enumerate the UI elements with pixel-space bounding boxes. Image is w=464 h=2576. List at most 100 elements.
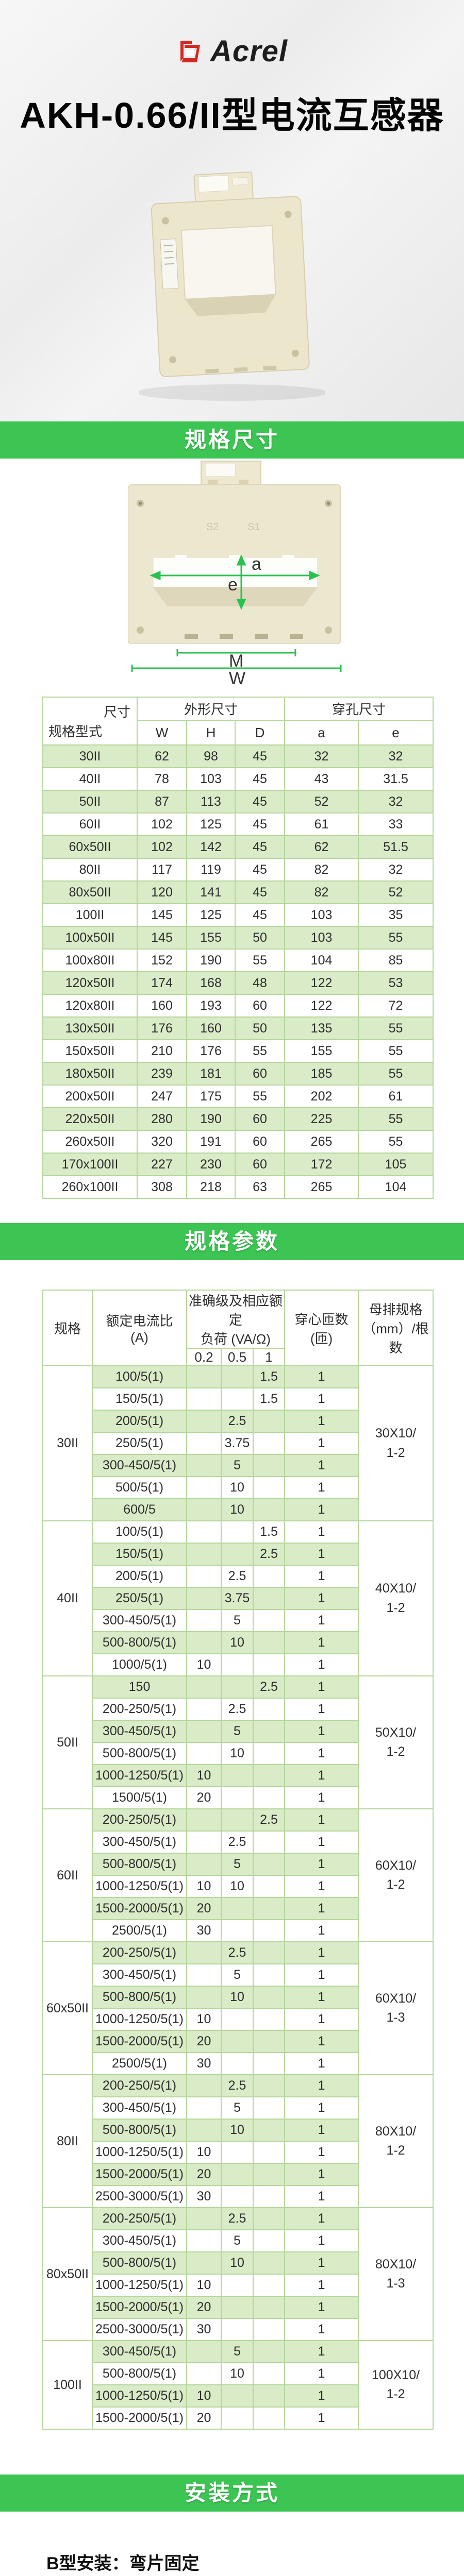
param-acc-02	[186, 2207, 222, 2230]
param-acc-02	[186, 1720, 222, 1743]
table-row: 250/5(1) 3.75 1	[43, 1587, 433, 1610]
param-acc-1: 2.5	[252, 1543, 286, 1566]
param-group-busbar: 40X10/1-2	[358, 1520, 434, 1676]
size-cell: 55	[234, 948, 286, 972]
param-group-busbar: 100X10/1-2	[358, 2340, 434, 2430]
param-ratio: 1000-1250/5(1)	[92, 2384, 187, 2408]
table-row: 50II 150 2.5 1 50X10/1-2	[42, 1675, 434, 1809]
param-turns: 1	[284, 2296, 359, 2319]
size-cell: 60	[234, 1107, 286, 1131]
table-row: 500-800/5(1) 10 1	[43, 2251, 433, 2275]
size-table: 尺寸 规格型式 外形尺寸 穿孔尺寸 W H D a e 30II 62 98 45 32…	[42, 697, 434, 1199]
size-row-model: 150x50II	[42, 1039, 138, 1063]
param-turns: 1	[284, 1454, 359, 1477]
table-row: 260x100II 308 218 63 265 104	[42, 1175, 434, 1199]
size-cell: 45	[234, 744, 286, 768]
param-acc-05: 10	[221, 1498, 254, 1521]
size-table-body: 30II 62 98 45 32 32 40II 78 103 45 43 31.5 50II 87 113…	[42, 744, 434, 1199]
param-acc-02	[186, 1941, 222, 1964]
param-acc-1	[252, 2229, 286, 2252]
param-turns: 1	[284, 1720, 359, 1743]
size-cell: 125	[186, 903, 236, 927]
param-turns: 1	[284, 1919, 359, 1942]
table-row: 60x50II 200-250/5(1) 2.5 1 60X10/1-3	[42, 1941, 434, 2075]
param-ratio: 500-800/5(1)	[92, 2251, 187, 2275]
size-cell: 82	[284, 880, 359, 904]
param-turns: 1	[284, 2384, 359, 2408]
param-acc-1	[252, 2008, 286, 2031]
table-row: 30II 62 98 45 32 32	[42, 744, 434, 768]
param-acc-1	[252, 2096, 286, 2120]
param-acc-02	[186, 1565, 222, 1588]
param-acc-05	[221, 1520, 254, 1544]
param-table: 规格 额定电流比 (A) 准确级及相应额定 负荷 (VA/Ω) 穿心匝数 (匝)	[42, 1290, 434, 2430]
param-turns: 1	[284, 2274, 359, 2297]
param-acc-05	[221, 2008, 254, 2031]
param-turns: 1	[284, 1808, 359, 1832]
param-acc-02: 10	[186, 2384, 222, 2408]
table-row: 60x50II 102 142 45 62 51.5	[42, 835, 434, 859]
size-row-model: 80x50II	[42, 880, 138, 904]
header-ratio: 额定电流比 (A)	[92, 1290, 187, 1366]
param-acc-1	[252, 2119, 286, 2142]
param-ratio: 500-800/5(1)	[92, 2119, 187, 2142]
param-acc-05	[221, 1543, 254, 1566]
size-cell: 174	[137, 971, 187, 995]
param-acc-02	[186, 1675, 222, 1699]
size-cell: 82	[284, 858, 359, 882]
size-cell: 320	[137, 1130, 187, 1154]
table-row: 500/5(1) 10 1	[43, 1476, 433, 1499]
param-acc-02	[186, 1631, 222, 1654]
table-row: 40II 78 103 45 43 31.5	[42, 767, 434, 791]
param-acc-05: 10	[221, 1631, 254, 1654]
col-e: e	[358, 720, 434, 745]
param-acc-02	[186, 2229, 222, 2252]
header-turns: 穿心匝数 (匝)	[284, 1290, 359, 1366]
param-ratio: 300-450/5(1)	[92, 2340, 187, 2363]
param-acc-02	[186, 1986, 222, 2009]
param-turns: 1	[284, 2052, 359, 2075]
table-row: 600/5 10 1	[43, 1498, 433, 1521]
param-turns: 1	[284, 2141, 359, 2164]
size-cell: 85	[358, 948, 434, 972]
page-title: AKH-0.66/II型电流互感器	[20, 95, 444, 135]
table-row: 300-450/5(1) 5 1	[43, 1963, 433, 1987]
table-row: 1500-2000/5(1) 20 1	[43, 2296, 433, 2319]
param-acc-05	[221, 2384, 254, 2408]
param-turns: 1	[284, 1520, 359, 1544]
param-ratio: 600/5	[92, 1498, 187, 1521]
param-acc-1	[252, 2052, 286, 2075]
param-ratio: 2500/5(1)	[92, 2052, 187, 2075]
size-cell: 103	[284, 903, 359, 927]
param-acc-1	[252, 2362, 286, 2385]
param-acc-02	[186, 1853, 222, 1876]
param-ratio: 150/5(1)	[92, 1543, 187, 1566]
param-ratio: 200-250/5(1)	[92, 2207, 187, 2230]
param-turns: 1	[284, 2340, 359, 2363]
size-cell: 176	[137, 1016, 187, 1040]
param-acc-05	[221, 1786, 254, 1809]
param-ratio: 500-800/5(1)	[92, 1742, 187, 1765]
size-row-model: 100II	[42, 903, 138, 927]
size-cell: 32	[358, 858, 434, 882]
size-cell: 193	[186, 994, 236, 1018]
param-acc-02	[186, 1609, 222, 1632]
param-turns: 1	[284, 1986, 359, 2009]
table-row: 150/5(1) 1.5 1	[43, 1387, 433, 1411]
param-ratio: 200-250/5(1)	[92, 2074, 187, 2097]
param-ratio: 300-450/5(1)	[92, 1963, 187, 1987]
param-turns: 1	[284, 2406, 359, 2430]
size-cell: 60	[234, 1153, 286, 1176]
size-cell: 55	[358, 1039, 434, 1063]
param-turns: 1	[284, 2251, 359, 2275]
param-acc-1	[252, 1853, 286, 1876]
size-cell: 247	[137, 1084, 187, 1108]
size-row-model: 100x50II	[42, 926, 138, 950]
param-group-spec: 100II	[42, 2340, 93, 2430]
param-acc-05: 2.5	[221, 1698, 254, 1721]
param-acc-1	[252, 2296, 286, 2319]
size-cell: 52	[358, 880, 434, 904]
banner-dimensions: 规格尺寸	[0, 421, 464, 459]
param-turns: 1	[284, 2119, 359, 2142]
param-ratio: 200-250/5(1)	[92, 1698, 187, 1721]
